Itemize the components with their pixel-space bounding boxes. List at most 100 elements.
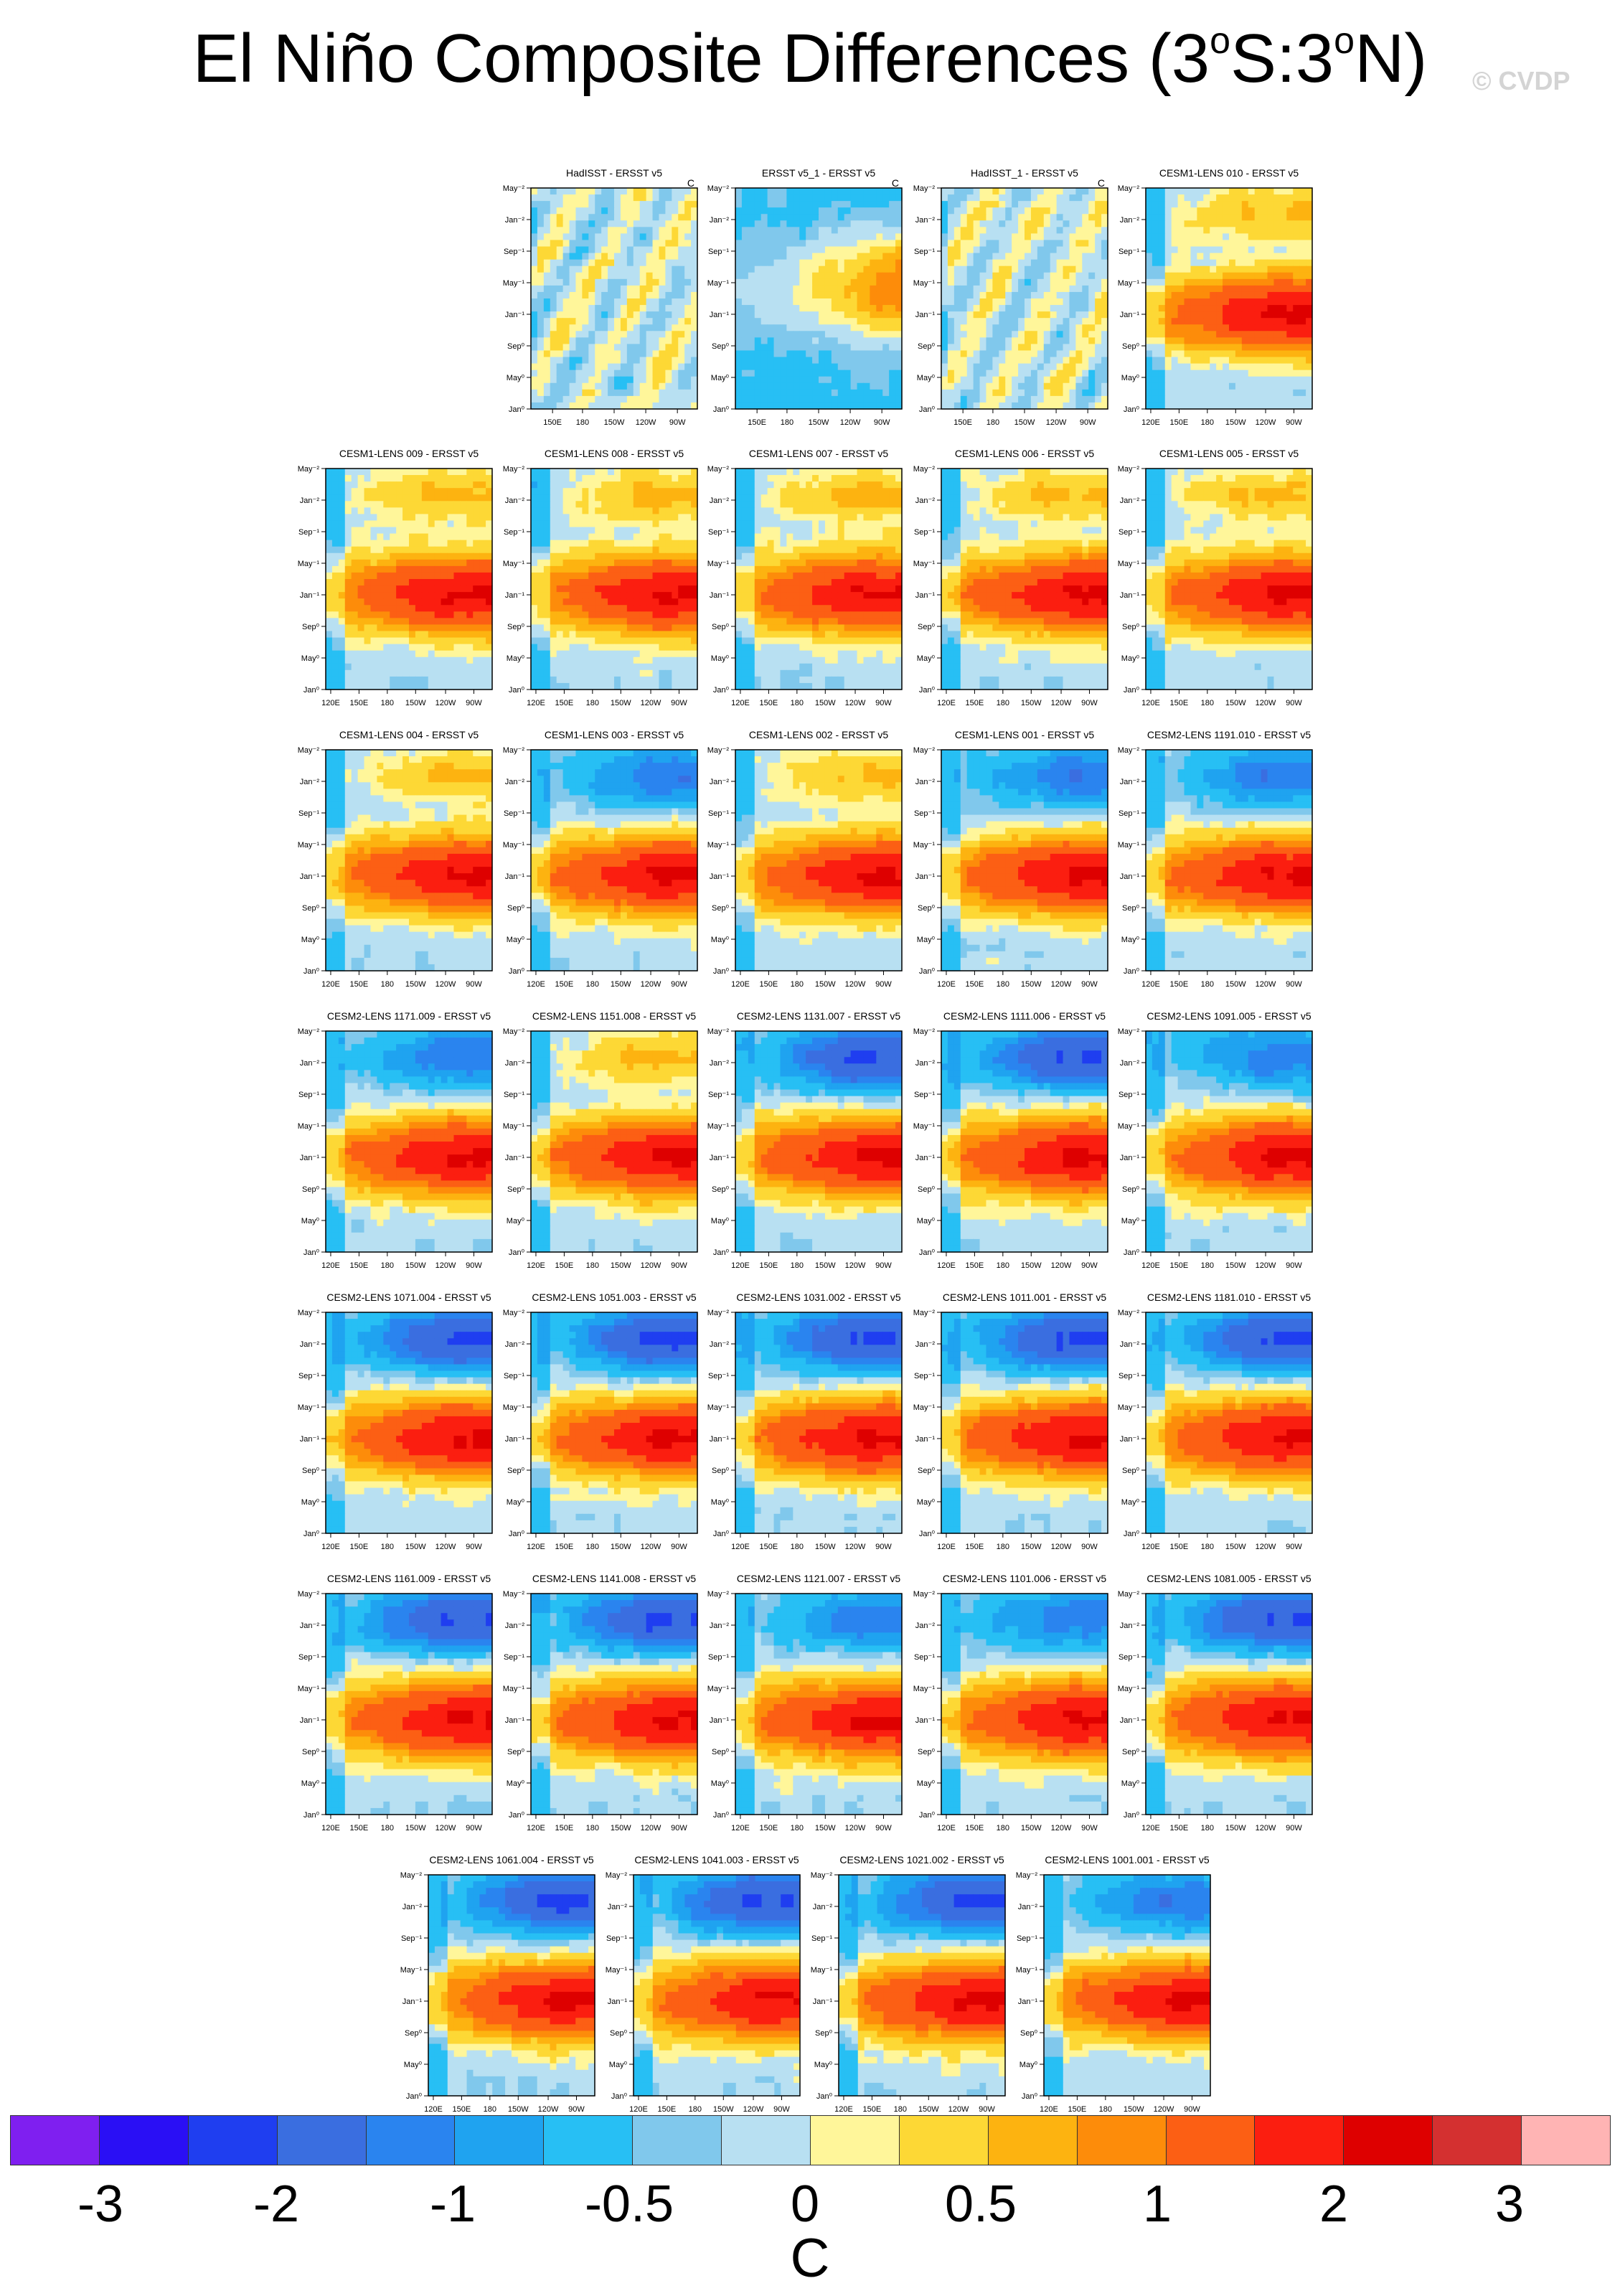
heatmap-cell [767, 376, 775, 384]
heatmap-cell [331, 676, 339, 684]
heatmap-cell [1158, 305, 1166, 312]
heatmap-cell [1171, 285, 1179, 293]
heatmap-cell [812, 350, 819, 358]
heatmap-cell [786, 370, 793, 377]
heatmap-cell [960, 285, 968, 293]
x-tick-label: 90W [669, 418, 686, 427]
heatmap-cell [760, 305, 768, 312]
heatmap-cell [1030, 350, 1038, 358]
heatmap-cell [1063, 298, 1070, 306]
heatmap-cell [1184, 318, 1192, 325]
heatmap-cell [953, 298, 961, 306]
watermark: © CVDP [1472, 66, 1570, 96]
heatmap-cell [684, 194, 692, 202]
heatmap-cell [614, 227, 621, 235]
heatmap-cell [1223, 194, 1230, 202]
heatmap-cell [370, 631, 377, 639]
heatmap-cell [1037, 318, 1045, 325]
heatmap-cell [1171, 311, 1179, 319]
heatmap-cell [992, 331, 999, 338]
heatmap-cell [601, 331, 608, 338]
heatmap-cell [1293, 272, 1300, 280]
heatmap-cell [537, 370, 545, 377]
heatmap-cell [1203, 324, 1210, 331]
heatmap-cell [1018, 188, 1025, 195]
heatmap-cell [1005, 376, 1012, 384]
heatmap-cell [799, 265, 806, 273]
heatmap-cell [1197, 272, 1204, 280]
heatmap-cell [582, 382, 589, 390]
heatmap-cell [639, 278, 647, 286]
heatmap-cell [601, 207, 608, 215]
heatmap-cell [831, 246, 839, 254]
heatmap-cell [633, 559, 641, 567]
heatmap-cell [428, 507, 435, 515]
heatmap-cell [531, 311, 538, 319]
heatmap-cell [434, 657, 442, 664]
heatmap-cell [626, 194, 634, 202]
heatmap-cell [1050, 285, 1058, 293]
heatmap-cell [390, 469, 397, 476]
heatmap-cell [986, 278, 993, 286]
heatmap-cell [1082, 389, 1089, 397]
heatmap-cell [351, 592, 359, 599]
heatmap-cell [812, 285, 819, 293]
heatmap-cell [569, 331, 577, 338]
heatmap-cell [562, 324, 570, 331]
heatmap-cell [646, 265, 654, 273]
heatmap-cell [575, 337, 583, 345]
heatmap-cell [550, 559, 557, 567]
heatmap-cell [351, 501, 359, 508]
heatmap-cell [466, 624, 474, 632]
heatmap-cell [344, 546, 352, 554]
heatmap-cell [1146, 272, 1153, 280]
heatmap-cell [569, 546, 577, 554]
heatmap-cell [857, 318, 865, 325]
y-tick-label: Sep⁰ [1122, 342, 1140, 351]
heatmap-cell [614, 265, 621, 273]
heatmap-cell [582, 469, 589, 476]
heatmap-cell [1254, 207, 1262, 215]
heatmap-cell [748, 259, 755, 267]
heatmap-cell [595, 494, 602, 502]
heatmap-cell [377, 565, 384, 573]
heatmap-cell [1261, 214, 1268, 221]
heatmap-cell [1177, 227, 1185, 235]
heatmap-cell [1005, 233, 1012, 241]
heatmap-cell [799, 370, 806, 377]
heatmap-cell [735, 240, 743, 248]
heatmap-cell [1267, 240, 1275, 248]
heatmap-cell [1012, 331, 1019, 338]
heatmap-cell [1146, 298, 1153, 306]
heatmap-cell [1158, 291, 1166, 299]
heatmap-cell [344, 552, 352, 560]
heatmap-cell [986, 311, 993, 319]
heatmap-cell [999, 259, 1006, 267]
heatmap-cell [556, 305, 564, 312]
heatmap-cell [1197, 344, 1204, 352]
heatmap-cell [1082, 376, 1089, 384]
heatmap-cell [1229, 188, 1236, 195]
heatmap-cell [550, 395, 557, 403]
heatmap-cell [1190, 194, 1197, 202]
heatmap-cell [486, 475, 493, 482]
heatmap-cell [741, 382, 749, 390]
heatmap-cell [1286, 337, 1294, 345]
heatmap-cell [760, 285, 768, 293]
heatmap-cell [947, 246, 955, 254]
heatmap-cell [531, 389, 538, 397]
heatmap-cell [812, 265, 819, 273]
heatmap-cell [754, 370, 762, 377]
heatmap-cell [1005, 382, 1012, 390]
heatmap-cell [1261, 272, 1268, 280]
heatmap-cell [786, 350, 793, 358]
x-tick-label: 90W [466, 699, 482, 707]
heatmap-cell [748, 207, 755, 215]
heatmap-cell [550, 370, 557, 377]
heatmap-cell [870, 285, 877, 293]
heatmap-cell [1158, 253, 1166, 260]
heatmap-cell [1088, 331, 1096, 338]
heatmap-cell [1306, 285, 1313, 293]
heatmap-cell [1158, 278, 1166, 286]
heatmap-cell [659, 389, 666, 397]
